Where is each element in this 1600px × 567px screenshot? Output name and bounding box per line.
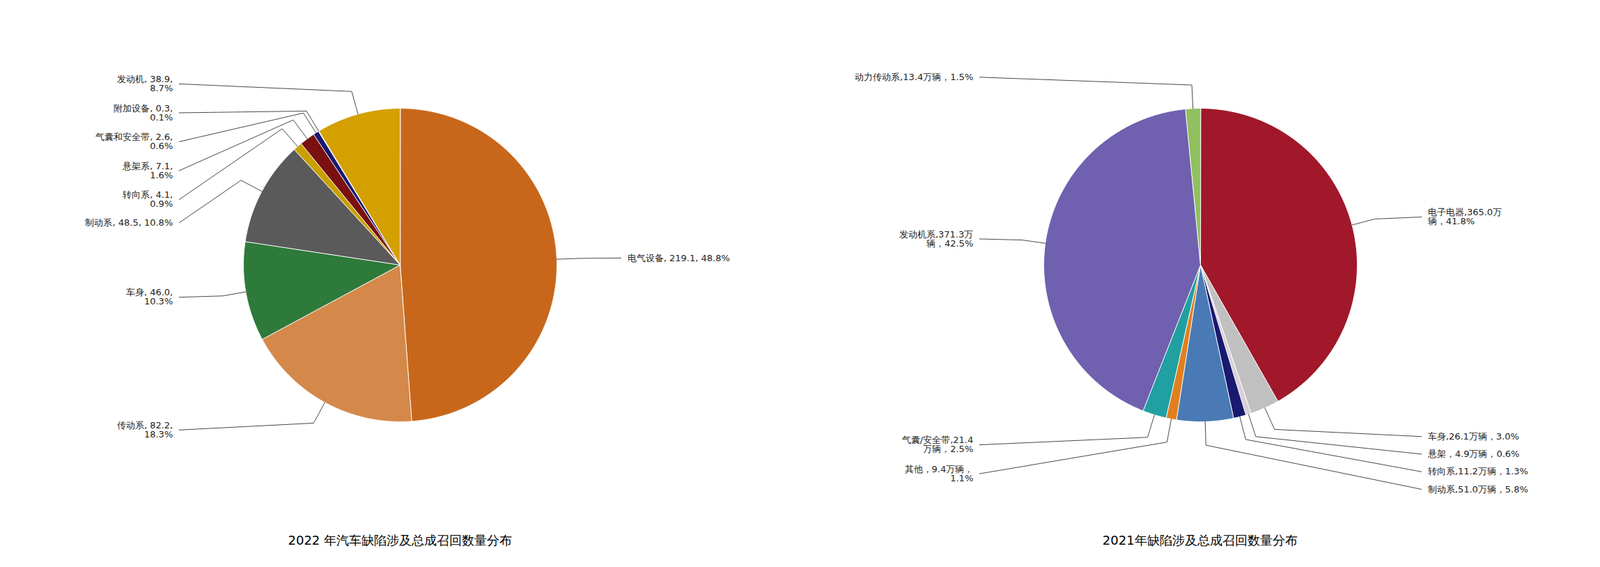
svg-text:发动机, 38.9,8.7%: 发动机, 38.9,8.7% bbox=[117, 73, 173, 94]
svg-text:附加设备, 0.3,0.1%: 附加设备, 0.3,0.1% bbox=[113, 103, 173, 123]
svg-text:动力传动系,13.4万辆，1.5%: 动力传动系,13.4万辆，1.5% bbox=[854, 71, 974, 83]
svg-text:电子电器,365.0万辆，41.8%: 电子电器,365.0万辆，41.8% bbox=[1427, 206, 1502, 227]
svg-text:气囊和安全带, 2.6,0.6%: 气囊和安全带, 2.6,0.6% bbox=[95, 131, 173, 152]
svg-text:悬架系, 7.1,1.6%: 悬架系, 7.1,1.6% bbox=[121, 160, 173, 181]
svg-text:制动系, 48.5, 10.8%: 制动系, 48.5, 10.8% bbox=[85, 217, 174, 228]
svg-text:其他，9.4万辆，1.1%: 其他，9.4万辆，1.1% bbox=[904, 463, 974, 484]
html-text:2022 年汽车缺陷涉及总成召回数量分布: 2022 年汽车缺陷涉及总成召回数量分布 bbox=[288, 532, 512, 548]
svg-text:电气设备, 219.1, 48.8%: 电气设备, 219.1, 48.8% bbox=[627, 252, 730, 264]
svg-text:制动系,51.0万辆，5.8%: 制动系,51.0万辆，5.8% bbox=[1427, 484, 1529, 495]
html-text:2021年缺陷涉及总成召回数量分布: 2021年缺陷涉及总成召回数量分布 bbox=[1102, 532, 1298, 548]
svg-text:气囊/安全带,21.4万辆，2.5%: 气囊/安全带,21.4万辆，2.5% bbox=[902, 434, 974, 455]
svg-text:转向系,11.2万辆，1.3%: 转向系,11.2万辆，1.3% bbox=[1427, 465, 1529, 477]
svg-text:传动系, 82.2,18.3%: 传动系, 82.2,18.3% bbox=[117, 420, 173, 440]
svg-text:悬架，4.9万辆，0.6%: 悬架，4.9万辆，0.6% bbox=[1427, 448, 1520, 460]
svg-text:发动机系,371.3万辆，42.5%: 发动机系,371.3万辆，42.5% bbox=[899, 229, 974, 249]
svg-text:车身,26.1万辆，3.0%: 车身,26.1万辆，3.0% bbox=[1427, 431, 1520, 442]
svg-text:车身, 46.0,10.3%: 车身, 46.0,10.3% bbox=[126, 286, 173, 307]
svg-text:转向系, 4.1,0.9%: 转向系, 4.1,0.9% bbox=[122, 189, 173, 209]
